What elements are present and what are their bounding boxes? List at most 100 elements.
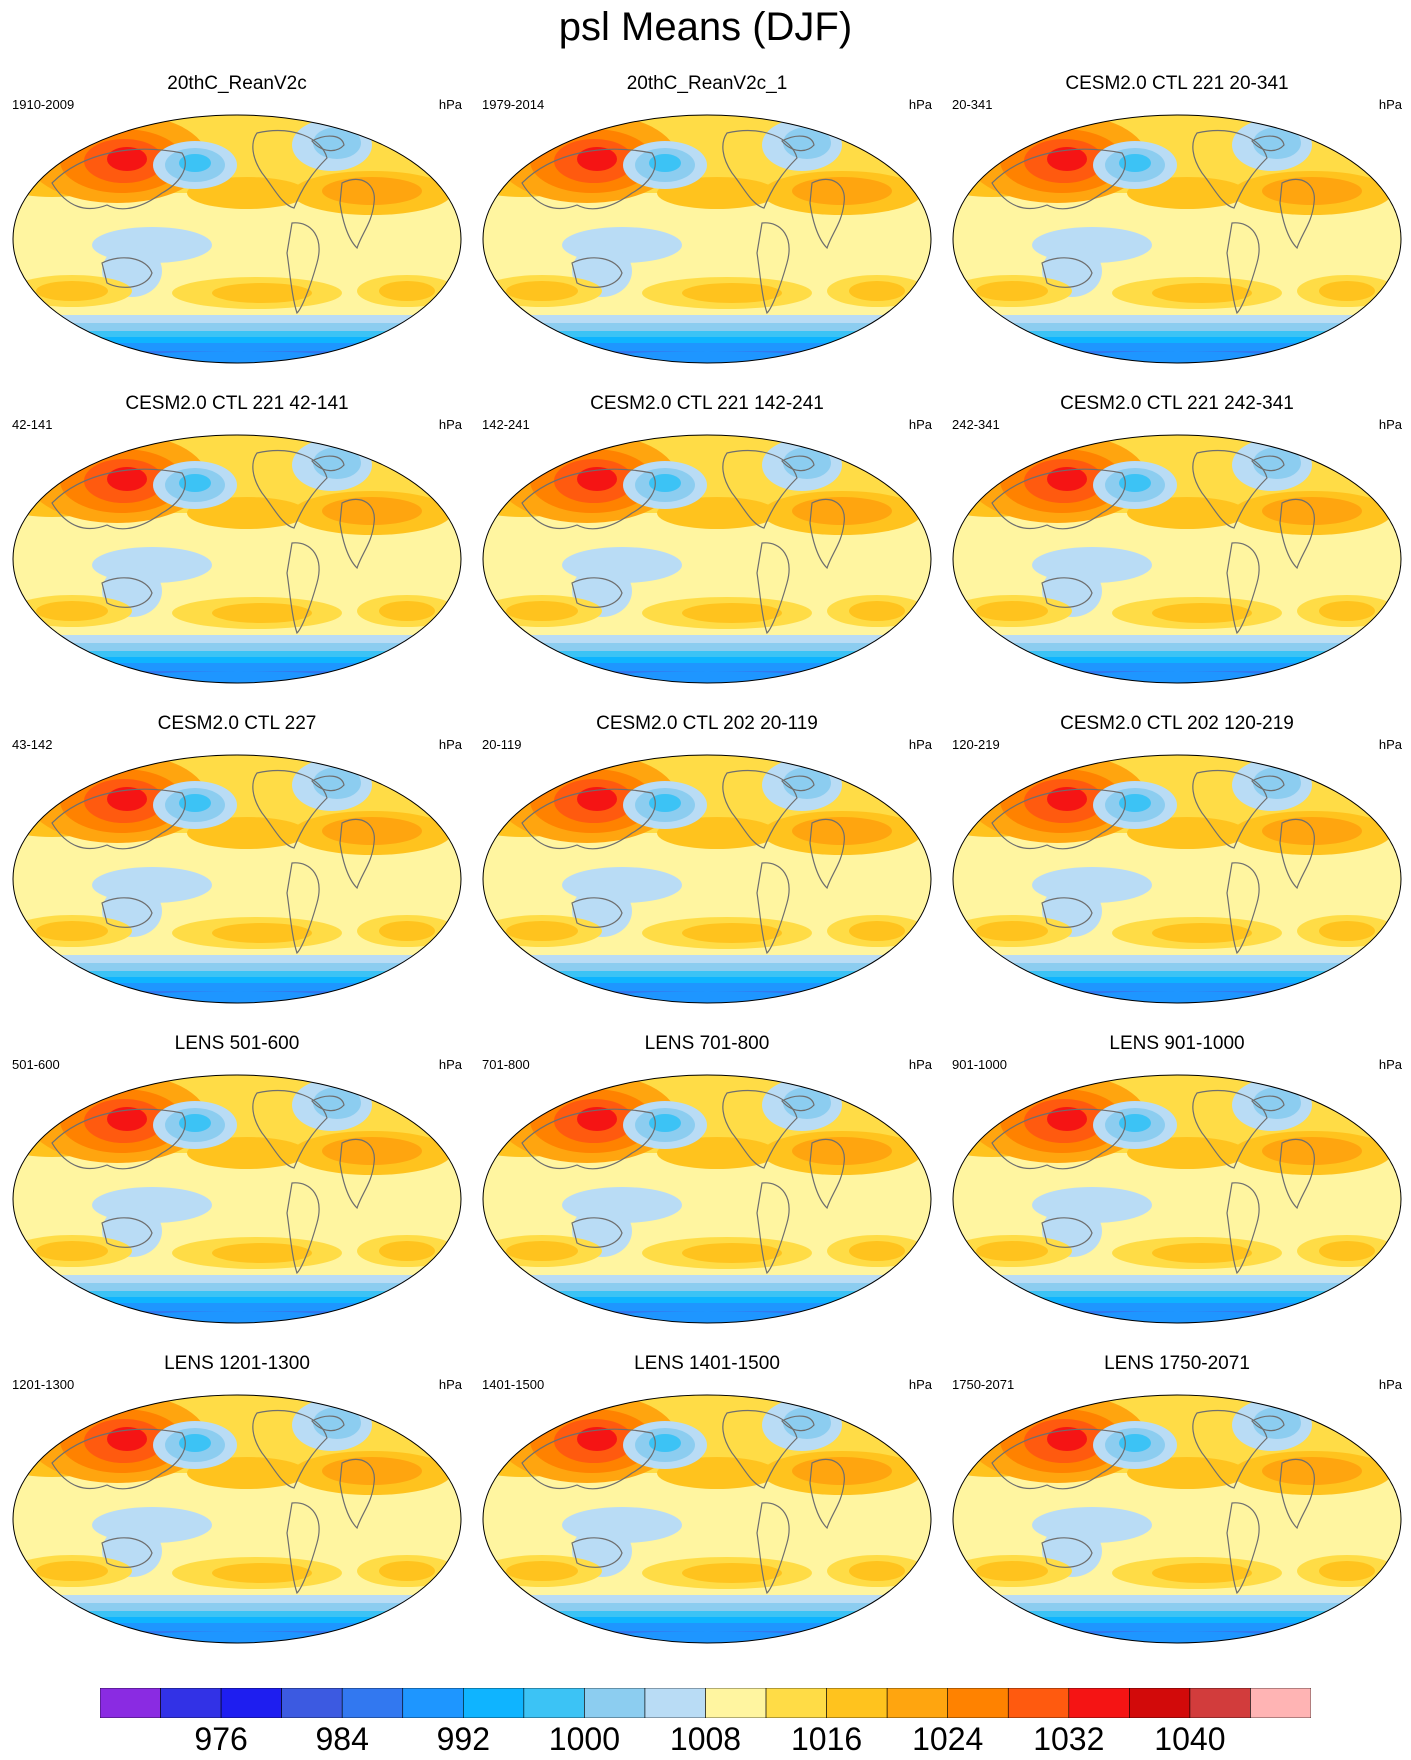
panel-units-label: hPa <box>1378 417 1402 432</box>
panel-units-label: hPa <box>438 1057 462 1072</box>
colorbar-swatch <box>886 1688 949 1718</box>
psl-map <box>482 1074 932 1324</box>
panel-title: LENS 1401-1500 <box>634 1353 780 1374</box>
panel-title: CESM2.0 CTL 221 20-341 <box>1065 73 1289 94</box>
panel-period-label: 1750-2071 <box>952 1377 1015 1392</box>
panel-units-label: hPa <box>908 1057 932 1072</box>
map-panel: LENS 901-1000 901-1000 hPa <box>942 1033 1411 1333</box>
psl-map <box>12 754 462 1004</box>
colorbar-tick-label: 984 <box>315 1721 369 1757</box>
colorbar-tick-label: 1008 <box>669 1721 742 1757</box>
psl-map <box>482 114 932 364</box>
colorbar-swatch <box>100 1688 161 1718</box>
panel-units-label: hPa <box>438 417 462 432</box>
colorbar-labels: 976 984 992 1000 1008 1016 1024 1032 1040 <box>100 1720 1311 1760</box>
colorbar-swatch <box>220 1688 282 1718</box>
panel-units-label: hPa <box>1378 1377 1402 1392</box>
panel-period-label: 242-341 <box>952 417 1000 432</box>
panel-units-label: hPa <box>1378 737 1402 752</box>
colorbar-swatch <box>1068 1688 1130 1718</box>
panel-period-label: 1979-2014 <box>482 97 545 112</box>
colorbar-swatch <box>160 1688 222 1718</box>
panel-title: CESM2.0 CTL 202 120-219 <box>1060 713 1294 734</box>
panel-title: LENS 1750-2071 <box>1104 1353 1250 1374</box>
colorbar-tick-label: 1032 <box>1033 1721 1105 1757</box>
psl-map <box>482 1394 932 1644</box>
panel-units-label: hPa <box>438 737 462 752</box>
panel-title: LENS 1201-1300 <box>164 1353 310 1374</box>
colorbar-swatch <box>402 1688 464 1718</box>
map-panel: CESM2.0 CTL 221 242-341 242-341 hPa <box>942 393 1411 693</box>
panel-period-label: 120-219 <box>952 737 1000 752</box>
panel-title: LENS 901-1000 <box>1109 1033 1245 1054</box>
panel-title: CESM2.0 CTL 221 242-341 <box>1060 393 1294 414</box>
map-panel: CESM2.0 CTL 227 43-142 hPa <box>2 713 472 1013</box>
colorbar-tick-label: 976 <box>194 1721 248 1757</box>
panel-period-label: 901-1000 <box>952 1057 1007 1072</box>
panel-period-label: 501-600 <box>12 1057 60 1072</box>
panel-units-label: hPa <box>1378 1057 1402 1072</box>
psl-map <box>12 1394 462 1644</box>
panel-period-label: 1401-1500 <box>482 1377 545 1392</box>
psl-map <box>12 114 462 364</box>
colorbar-swatch <box>1250 1688 1311 1718</box>
map-panel: CESM2.0 CTL 221 142-241 142-241 hPa <box>472 393 942 693</box>
panel-title: CESM2.0 CTL 221 142-241 <box>590 393 824 414</box>
page-title: psl Means (DJF) <box>558 5 853 49</box>
psl-map <box>952 754 1402 1004</box>
panel-title: CESM2.0 CTL 202 20-119 <box>596 713 818 734</box>
colorbar-tick-label: 1024 <box>912 1721 984 1757</box>
colorbar-swatch <box>765 1688 827 1718</box>
psl-map <box>12 1074 462 1324</box>
colorbar-tick-label: 992 <box>436 1721 490 1757</box>
panel-period-label: 142-241 <box>482 417 530 432</box>
panel-units-label: hPa <box>908 97 932 112</box>
colorbar <box>100 1688 1311 1718</box>
panel-title: LENS 501-600 <box>174 1033 300 1054</box>
colorbar-swatch <box>947 1688 1009 1718</box>
colorbar-swatch <box>1007 1688 1070 1718</box>
map-panel: CESM2.0 CTL 202 20-119 20-119 hPa <box>472 713 942 1013</box>
colorbar-swatch <box>281 1688 343 1718</box>
panel-title: LENS 701-800 <box>644 1033 770 1054</box>
colorbar-swatch <box>584 1688 646 1718</box>
panel-units-label: hPa <box>438 97 462 112</box>
map-panel: CESM2.0 CTL 202 120-219 120-219 hPa <box>942 713 1411 1013</box>
map-panel: 20thC_ReanV2c 1910-2009 hPa <box>2 73 472 373</box>
colorbar-tick-label: 1000 <box>548 1721 620 1757</box>
colorbar-swatch <box>705 1688 767 1718</box>
psl-map <box>482 754 932 1004</box>
panel-units-label: hPa <box>438 1377 462 1392</box>
psl-map <box>952 1074 1402 1324</box>
map-panel: LENS 1750-2071 1750-2071 hPa <box>942 1353 1411 1653</box>
map-panel: 20thC_ReanV2c_1 1979-2014 hPa <box>472 73 942 373</box>
colorbar-swatch <box>523 1688 585 1718</box>
panel-units-label: hPa <box>908 417 932 432</box>
map-panel: LENS 1401-1500 1401-1500 hPa <box>472 1353 942 1653</box>
panel-units-label: hPa <box>908 737 932 752</box>
colorbar-swatch <box>462 1688 525 1718</box>
colorbar-tick-label: 1016 <box>791 1721 863 1757</box>
map-panel: LENS 1201-1300 1201-1300 hPa <box>2 1353 472 1653</box>
colorbar-tick-label: 1040 <box>1154 1721 1226 1757</box>
panel-period-label: 42-141 <box>12 417 53 432</box>
colorbar-swatch <box>341 1688 404 1718</box>
panel-period-label: 1201-1300 <box>12 1377 75 1392</box>
colorbar-swatch <box>644 1688 706 1718</box>
panel-period-label: 701-800 <box>482 1057 530 1072</box>
panel-period-label: 20-341 <box>952 97 993 112</box>
map-panel: LENS 701-800 701-800 hPa <box>472 1033 942 1333</box>
colorbar-swatch <box>1189 1688 1251 1718</box>
panel-period-label: 1910-2009 <box>12 97 75 112</box>
psl-map <box>12 434 462 684</box>
psl-map <box>952 114 1402 364</box>
colorbar-swatch <box>826 1688 888 1718</box>
colorbar-swatch <box>1129 1688 1191 1718</box>
map-panel: LENS 501-600 501-600 hPa <box>2 1033 472 1333</box>
psl-map <box>952 434 1402 684</box>
panel-title: 20thC_ReanV2c <box>167 73 307 94</box>
panel-period-label: 43-142 <box>12 737 53 752</box>
panel-title: CESM2.0 CTL 221 42-141 <box>125 393 349 414</box>
map-panel: CESM2.0 CTL 221 20-341 20-341 hPa <box>942 73 1411 373</box>
